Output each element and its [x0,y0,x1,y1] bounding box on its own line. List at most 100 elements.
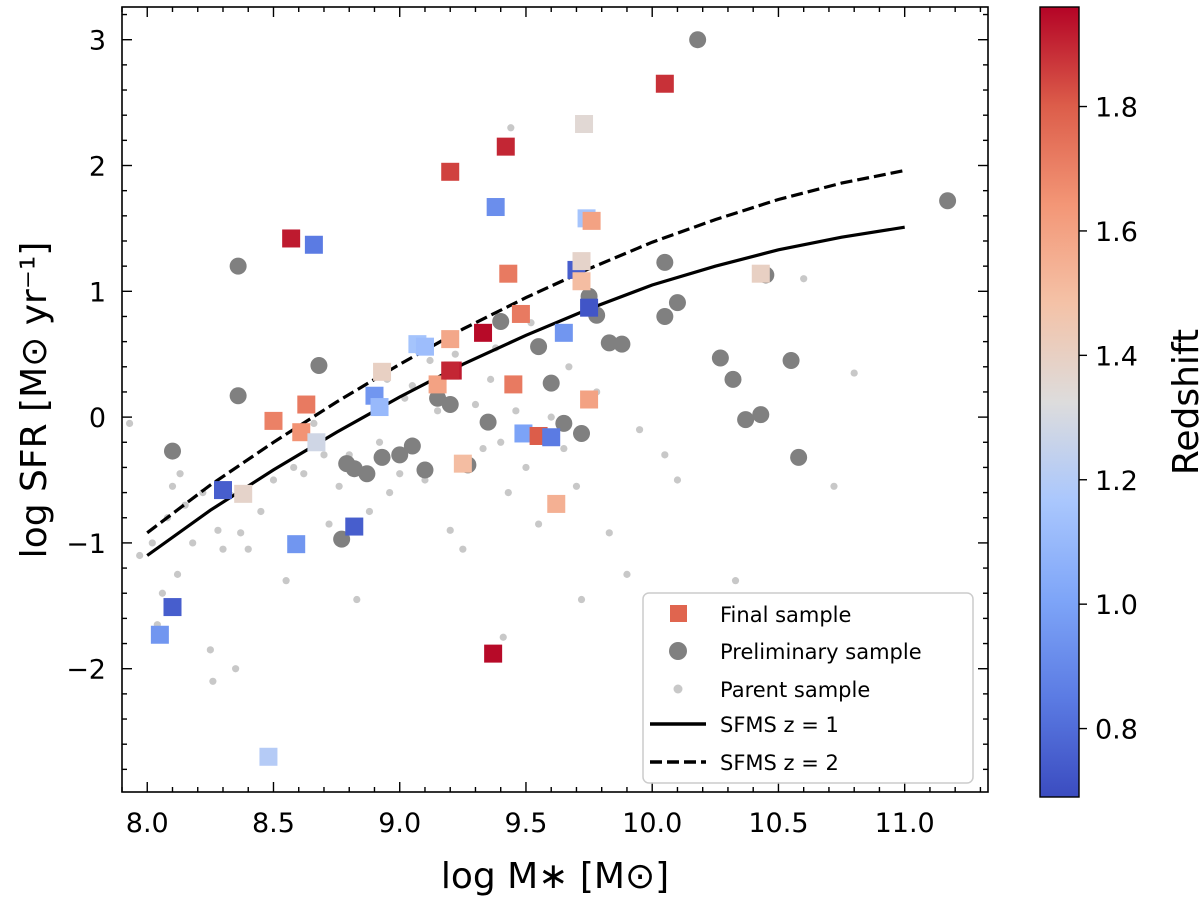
final-point [163,598,182,617]
parent-point [605,529,613,537]
final-point [496,137,515,156]
final-point [292,423,311,442]
final-point [580,298,599,317]
preliminary-point [429,389,447,407]
parent-point [446,526,454,534]
colorbar-gradient [1040,7,1079,797]
final-point [582,211,601,230]
parent-point [487,375,495,383]
legend-marker-preliminary [669,642,687,660]
parent-point [471,400,480,409]
final-point [484,644,503,663]
final-point [441,162,460,181]
final-point [370,398,389,417]
final-point [655,74,674,93]
preliminary-point [668,294,686,312]
parent-point [623,570,631,578]
parent-point [635,426,644,434]
legend: Final sample Preliminary sample Parent s… [642,592,974,784]
parent-point [673,476,682,484]
parent-point [125,419,134,428]
parent-point [375,438,384,446]
colorbar: 0.8 1.0 1.2 1.4 1.6 1.8 Redshift [1039,6,1200,798]
parent-point [408,382,416,390]
colorbar-tick-label: 1.8 [1095,93,1138,124]
legend-label-sfms-z1: SFMS z = 1 [720,713,839,737]
parent-point [499,633,507,641]
final-point [572,272,591,291]
preliminary-point [737,411,755,429]
preliminary-point [613,335,631,353]
parent-point [572,482,581,490]
legend-marker-final [670,605,687,622]
legend-label-preliminary: Preliminary sample [720,640,922,664]
preliminary-point [373,448,391,466]
parent-point [269,476,278,484]
final-point [504,375,523,394]
parent-point [214,526,222,534]
parent-point [459,545,467,553]
x-tick-label: 11.0 [875,808,935,839]
legend-label-parent: Parent sample [720,678,870,702]
colorbar-frame [1039,6,1080,798]
sfms-z1-line [146,225,905,557]
preliminary-point [492,313,510,331]
preliminary-point [782,352,800,370]
final-point [150,625,169,644]
final-point [307,433,326,452]
parent-point [560,444,568,453]
preliminary-point [530,338,548,356]
y-tick-label: −1 [66,529,106,560]
parent-point [189,539,197,547]
parent-point [325,520,333,528]
final-point [373,362,392,381]
preliminary-point [600,334,618,352]
parent-point [158,589,166,597]
parent-point [504,488,512,497]
parent-point [731,577,740,585]
final-point [511,304,530,323]
colorbar-tick-label: 1.4 [1095,341,1138,372]
colorbar-tick-label: 1.0 [1095,590,1138,621]
parent-point [310,419,318,428]
parent-point [522,463,530,472]
parent-point [507,124,515,132]
final-point [441,330,460,349]
final-point [474,323,493,342]
parent-point [800,275,808,283]
parent-point [830,482,838,490]
parent-point [534,520,543,528]
colorbar-tick-label: 0.8 [1095,715,1138,746]
preliminary-point [555,414,573,432]
final-point [547,494,566,513]
colorbar-tick-label: 1.6 [1095,217,1138,248]
parent-point [577,595,586,604]
preliminary-point [229,387,247,405]
final-point [575,114,594,133]
x-axis-label: log M∗ [M⊙] [441,856,669,897]
parent-point [244,545,252,553]
parent-point [257,507,265,516]
parent-point [219,545,227,553]
parent-point [335,482,343,490]
preliminary-point [479,413,497,431]
parent-point [365,507,374,516]
parent-point [433,407,442,415]
parent-point [282,577,290,585]
colorbar-label: Redshift [1166,329,1200,475]
final-point [453,454,472,473]
final-point [345,517,364,536]
final-point [259,747,278,766]
parent-point [386,488,394,497]
parent-point [300,470,308,478]
preliminary-point [358,465,376,483]
final-point [572,252,591,271]
final-point [542,428,561,447]
parent-point [290,463,298,472]
x-tick-label: 10.5 [748,808,808,839]
preliminary-point [416,461,434,479]
y-tick-label: 1 [89,277,106,308]
preliminary-point [752,406,770,424]
final-point [213,481,232,500]
